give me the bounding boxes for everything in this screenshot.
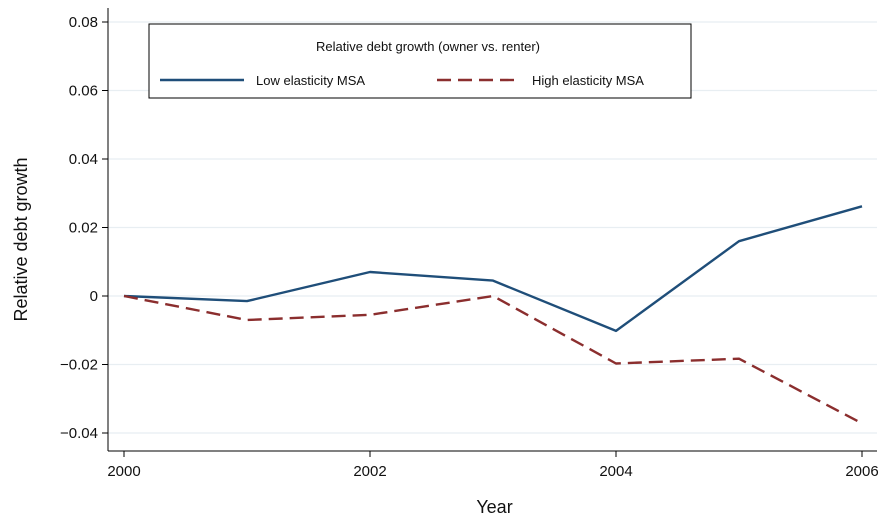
y-tick-label: 0.04 xyxy=(69,151,98,168)
legend-box xyxy=(148,23,692,99)
y-axis-ticks: −0.04 −0.02 0 0.02 0.04 0.06 0.08 xyxy=(60,14,108,442)
x-axis-ticks: 2000 2002 2004 2006 xyxy=(107,451,879,480)
legend: Relative debt growth (owner vs. renter) … xyxy=(148,23,692,99)
x-tick-label: 2004 xyxy=(599,463,632,480)
axes xyxy=(107,8,877,452)
y-tick-label: 0.06 xyxy=(69,83,98,100)
series-line-high-elasticity xyxy=(123,294,863,425)
legend-label: Low elasticity MSA xyxy=(256,73,365,88)
y-tick-label: −0.04 xyxy=(60,425,98,442)
y-tick-label: 0.08 xyxy=(69,14,98,31)
series-lines xyxy=(123,205,863,425)
x-axis-title: Year xyxy=(476,497,512,517)
legend-label: High elasticity MSA xyxy=(532,73,644,88)
x-tick-label: 2000 xyxy=(107,463,140,480)
legend-title: Relative debt growth (owner vs. renter) xyxy=(316,39,540,54)
x-tick-label: 2006 xyxy=(845,463,878,480)
y-tick-label: −0.02 xyxy=(60,357,98,374)
y-tick-label: 0.02 xyxy=(69,220,98,237)
series-line-low-elasticity xyxy=(123,205,863,333)
x-tick-label: 2002 xyxy=(353,463,386,480)
y-axis-title: Relative debt growth xyxy=(11,157,31,321)
legend-items: Low elasticity MSA High elasticity MSA xyxy=(160,73,644,88)
y-tick-label: 0 xyxy=(90,288,98,305)
